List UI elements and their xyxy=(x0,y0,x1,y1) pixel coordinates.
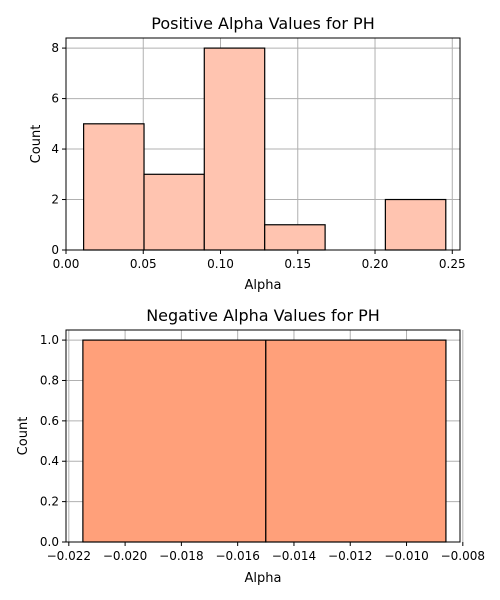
pos-x-tick-label-4: 0.20 xyxy=(362,257,389,271)
pos-y-tick-label-4: 8 xyxy=(51,41,59,55)
neg-x-tick-label-6: −0.010 xyxy=(384,549,428,563)
pos-x-tick-label-2: 0.10 xyxy=(207,257,234,271)
neg-y-tick-label-3: 0.6 xyxy=(40,414,59,428)
pos-x-tick-label-5: 0.25 xyxy=(439,257,466,271)
pos-x-tick-label-1: 0.05 xyxy=(130,257,157,271)
chart-negative-alpha: −0.022 −0.020 −0.018 −0.016 −0.014 −0.012 −0.0… xyxy=(16,306,485,586)
pos-chart-title: Positive Alpha Values for PH xyxy=(151,14,374,33)
pos-bar-0 xyxy=(83,123,145,251)
neg-x-tick-label-0: −0.022 xyxy=(47,549,91,563)
neg-y-ticks: 0.0 0.2 0.4 0.6 0.8 1.0 xyxy=(40,333,66,549)
neg-axes-frame xyxy=(65,329,461,543)
neg-x-tick-label-7: −0.008 xyxy=(441,549,485,563)
pos-x-tick-label-0: 0.00 xyxy=(53,257,80,271)
neg-y-tick-label-4: 0.8 xyxy=(40,373,59,387)
pos-x-axis-label: Alpha xyxy=(245,278,282,293)
neg-x-tick-label-4: −0.014 xyxy=(272,549,316,563)
neg-x-tick-label-2: −0.018 xyxy=(159,549,203,563)
pos-y-tick-label-3: 6 xyxy=(51,92,59,106)
chart-positive-alpha: 0.00 0.05 0.10 0.15 0.20 0.25 0 2 4 6 8 Positive Al… xyxy=(29,14,466,293)
neg-y-tick-label-1: 0.2 xyxy=(40,495,59,509)
neg-y-axis-label: Count xyxy=(16,417,31,456)
neg-bars xyxy=(82,339,447,543)
neg-x-tick-label-1: −0.020 xyxy=(103,549,147,563)
pos-x-ticks: 0.00 0.05 0.10 0.15 0.20 0.25 xyxy=(53,250,466,271)
pos-bar-3 xyxy=(264,224,326,251)
neg-bar-1 xyxy=(265,339,447,543)
neg-y-tick-label-2: 0.4 xyxy=(40,454,59,468)
pos-x-tick-label-3: 0.15 xyxy=(284,257,311,271)
pos-y-axis-label: Count xyxy=(29,125,44,164)
pos-axes-frame xyxy=(65,37,461,251)
neg-x-tick-label-5: −0.012 xyxy=(328,549,372,563)
neg-y-tick-label-5: 1.0 xyxy=(40,333,59,347)
pos-bar-2 xyxy=(203,47,266,251)
pos-y-tick-label-2: 4 xyxy=(51,142,59,156)
neg-x-ticks: −0.022 −0.020 −0.018 −0.016 −0.014 −0.012 −0.0… xyxy=(47,542,485,563)
pos-y-tick-label-0: 0 xyxy=(51,243,59,257)
neg-x-axis-label: Alpha xyxy=(245,571,282,586)
pos-y-ticks: 0 2 4 6 8 xyxy=(51,41,66,257)
pos-bars xyxy=(83,47,447,251)
neg-chart-title: Negative Alpha Values for PH xyxy=(146,306,380,325)
pos-bar-5 xyxy=(384,198,447,251)
pos-bar-1 xyxy=(143,173,205,251)
neg-y-tick-label-0: 0.0 xyxy=(40,535,59,549)
pos-y-tick-label-1: 2 xyxy=(51,193,59,207)
neg-x-tick-label-3: −0.016 xyxy=(215,549,259,563)
neg-bar-0 xyxy=(82,339,267,543)
